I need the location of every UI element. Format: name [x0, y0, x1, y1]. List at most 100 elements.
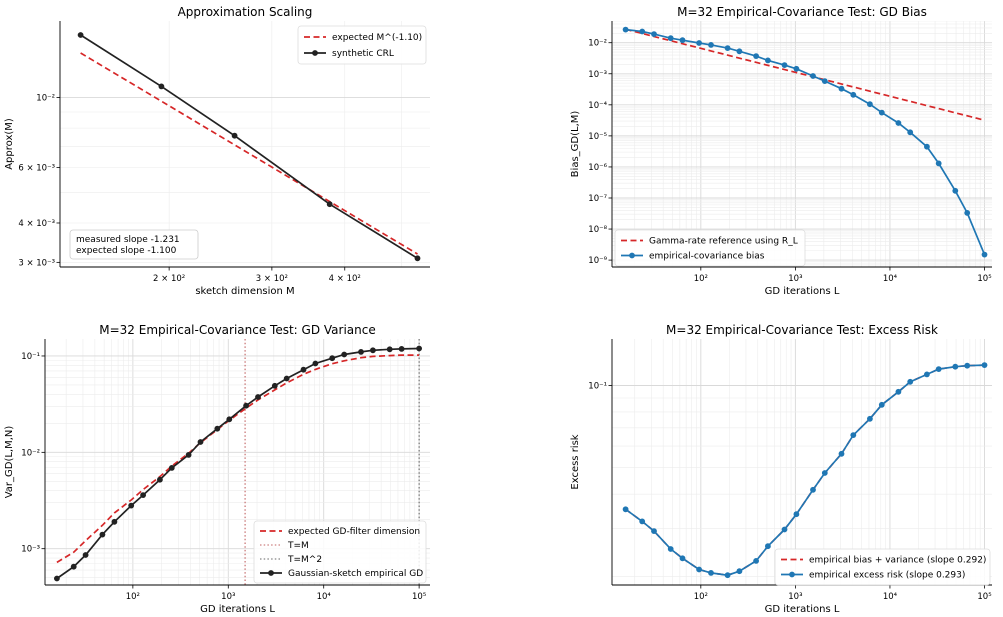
legend-label: expected GD-filter dimension — [288, 527, 420, 537]
x-tick-label: 10³ — [788, 592, 802, 602]
data-point — [878, 109, 885, 116]
data-point — [838, 450, 845, 457]
data-point — [753, 558, 759, 564]
data-point — [878, 401, 885, 408]
data-point — [271, 382, 278, 389]
x-axis-label: sketch dimension M — [195, 286, 294, 297]
data-point — [416, 345, 422, 352]
panel-2: 10² 10³ 10⁴ 10⁵ 10⁻⁹ 10⁻⁸ 10⁻⁷ 10⁻⁶ 10⁻⁵ 10⁻⁴ 10⁻³… — [570, 5, 992, 297]
data-point — [765, 543, 771, 550]
data-point — [358, 349, 364, 355]
data-point — [867, 101, 873, 108]
series-2 — [77, 32, 421, 262]
data-point — [964, 210, 971, 216]
legend: expected GD-filter dimension T=M T=M^2 Gaus… — [253, 520, 427, 584]
panel-3: 10² 10³ 10⁴ 10⁵ 10⁻³ 10⁻² 10⁻¹ M=32 Empirical-C… — [4, 323, 430, 615]
x-tick-label: 10⁵ — [977, 592, 991, 602]
series-line — [625, 28, 986, 255]
grid — [612, 339, 992, 585]
data-point — [724, 572, 731, 579]
data-point — [793, 65, 800, 72]
series-line — [80, 52, 418, 255]
legend-label: Gaussian-sketch empirical GD — [288, 569, 423, 579]
data-point — [952, 363, 959, 370]
legend-marker — [268, 570, 274, 576]
legend-label: Gamma-rate reference using R_L — [649, 237, 798, 247]
legend-marker — [789, 571, 795, 578]
y-tick-label: 4 × 10⁻³ — [18, 219, 55, 229]
data-point — [952, 187, 959, 194]
data-point — [708, 570, 714, 576]
data-point — [696, 566, 702, 573]
data-point — [781, 526, 788, 533]
series-1 — [56, 354, 420, 564]
y-tick-label: 10⁻⁸ — [588, 225, 607, 235]
y-axis-label: Bias_GD(L,M) — [570, 111, 581, 178]
x-tick-label: 4 × 10² — [329, 274, 361, 284]
y-tick-label: 10⁻³ — [21, 545, 40, 555]
y-tick-label: 10⁻² — [21, 448, 40, 458]
series-line — [625, 364, 985, 577]
data-point — [651, 528, 657, 534]
data-point — [935, 160, 942, 167]
data-point — [639, 518, 646, 525]
y-tick-label: 10⁻⁶ — [588, 163, 607, 173]
x-tick-label: 2 × 10² — [153, 274, 185, 284]
data-point — [622, 26, 629, 33]
y-tick-label: 10⁻² — [588, 39, 607, 49]
data-point — [838, 85, 845, 92]
data-point — [850, 432, 857, 438]
y-tick-label: 10⁻⁵ — [588, 132, 607, 142]
x-axis-label: GD iterations L — [200, 604, 275, 615]
data-point — [414, 255, 421, 262]
x-tick-label: 3 × 10² — [256, 274, 288, 284]
data-point — [850, 91, 857, 98]
chart-title: M=32 Empirical-Covariance Test: GD Varia… — [99, 323, 375, 337]
data-point — [736, 48, 743, 55]
series-line — [625, 364, 985, 577]
data-point — [753, 53, 759, 59]
data-point — [168, 465, 175, 471]
data-point — [821, 470, 828, 476]
y-tick-label: 6 × 10⁻³ — [18, 163, 55, 173]
data-point — [157, 476, 163, 483]
x-tick-label: 10² — [694, 592, 708, 602]
y-tick-label: 10⁻¹ — [588, 381, 607, 391]
y-tick-label: 3 × 10⁻³ — [18, 258, 55, 268]
data-point — [793, 511, 800, 518]
series-2 — [622, 362, 988, 579]
x-axis-label: GD iterations L — [765, 286, 840, 297]
data-point — [781, 62, 788, 68]
data-point — [935, 366, 942, 372]
annotation-box — [69, 229, 199, 260]
data-point — [370, 347, 376, 354]
data-point — [128, 502, 135, 509]
data-point — [255, 394, 261, 400]
y-tick-label: 10⁻⁷ — [588, 194, 607, 204]
legend-label: T=M — [287, 541, 309, 551]
x-tick-label: 10⁴ — [883, 274, 898, 284]
data-point — [679, 37, 686, 44]
data-point — [77, 32, 84, 38]
data-point — [981, 251, 988, 258]
data-point — [924, 143, 930, 150]
x-tick-label: 10⁴ — [883, 592, 898, 602]
data-point — [99, 531, 106, 538]
series-1 — [80, 52, 418, 255]
data-point — [679, 555, 686, 562]
series-1 — [625, 28, 985, 122]
chart-title: M=32 Empirical-Covariance Test: GD Bias — [677, 5, 927, 19]
data-point — [185, 452, 192, 458]
data-point — [895, 120, 902, 126]
data-point — [708, 42, 714, 48]
y-tick-label: 10⁻³ — [588, 70, 607, 80]
x-tick-label: 10² — [126, 592, 140, 602]
data-point — [895, 388, 902, 395]
y-tick-label: 10⁻¹ — [21, 352, 40, 362]
data-point — [111, 518, 118, 525]
y-axis-label: Var_GD(L,M,N) — [4, 426, 15, 499]
legend-box — [253, 520, 427, 584]
panel-4: 10² 10³ 10⁴ 10⁵ 10⁻¹ M=32 Empirical-Covarianc… — [570, 323, 992, 615]
data-point — [70, 563, 77, 570]
